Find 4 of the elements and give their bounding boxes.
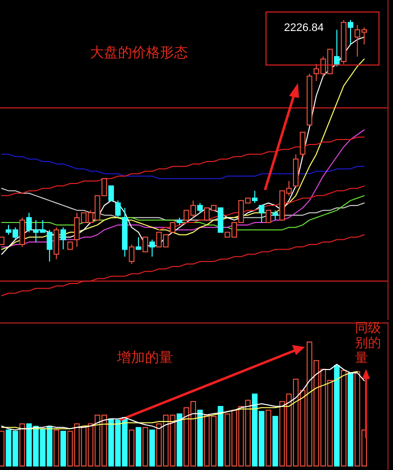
text: 大盘的价格形态 [90,44,188,60]
annotation: 2226.84 [284,22,324,34]
annotation: 增加的量 [116,349,173,365]
annotation: 同级别的量 [355,320,381,365]
